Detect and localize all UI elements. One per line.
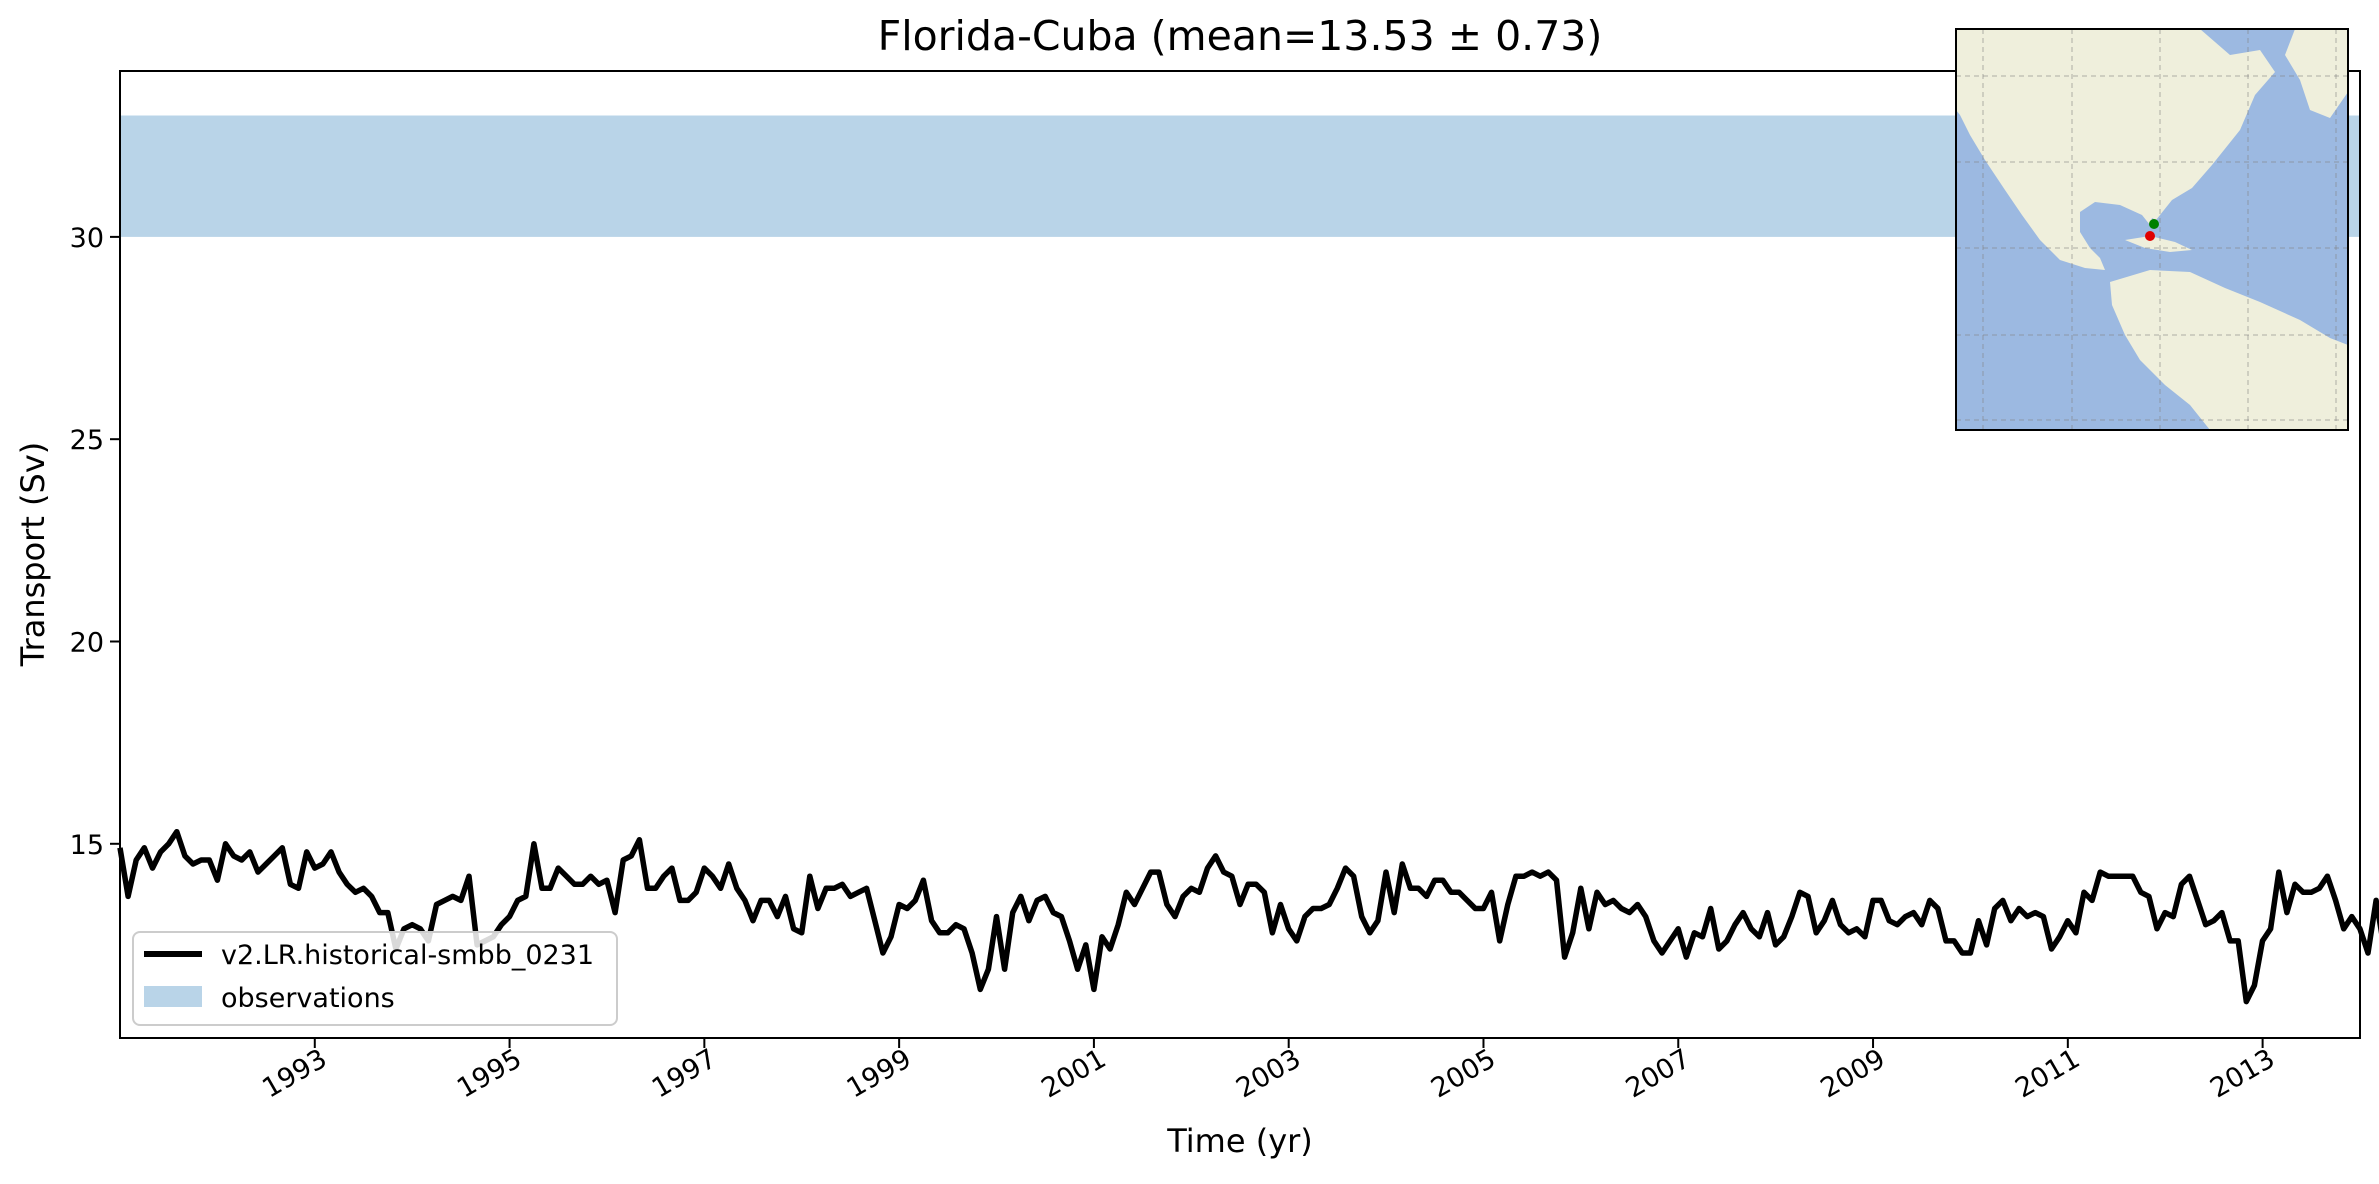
x-tick-label: 1993 — [257, 1043, 332, 1104]
y-tick-label: 15 — [70, 830, 104, 861]
series-line — [117, 828, 2379, 1005]
x-tick-label: 1995 — [452, 1043, 527, 1104]
legend-band-swatch — [144, 986, 202, 1007]
x-tick-label: 2013 — [2205, 1043, 2280, 1104]
x-tick-label: 2011 — [2010, 1043, 2085, 1104]
x-axis-label: Time (yr) — [1166, 1122, 1313, 1160]
x-tick-label: 2003 — [1231, 1043, 1306, 1104]
chart-title: Florida-Cuba (mean=13.53 ± 0.73) — [878, 12, 1603, 60]
legend-band-label: observations — [221, 983, 395, 1014]
greenland-land — [2285, 29, 2348, 118]
y-tick-label: 30 — [70, 223, 104, 254]
x-tick-label: 2009 — [1816, 1043, 1891, 1104]
x-tick-label: 2005 — [1426, 1043, 1501, 1104]
series-line-layer — [117, 828, 2379, 1005]
legend: v2.LR.historical-smbb_0231 observations — [132, 931, 618, 1026]
x-axis-ticks: 1993 1995 1997 1999 2001 2003 2005 2007 2009 2011… — [257, 1038, 2280, 1104]
x-tick-label: 2007 — [1621, 1043, 1696, 1104]
axes-frame — [119, 70, 2361, 1039]
north-america-land — [1956, 29, 2275, 270]
south-america-land — [2110, 270, 2348, 430]
legend-frame — [132, 931, 618, 1026]
y-axis-ticks: 15 20 25 30 — [70, 223, 120, 861]
legend-line-label: v2.LR.historical-smbb_0231 — [221, 940, 594, 971]
y-axis-label: Transport (Sv) — [14, 442, 52, 668]
map-graticule — [1956, 29, 2348, 430]
y-tick-label: 25 — [70, 425, 104, 456]
y-tick-label: 20 — [70, 627, 104, 658]
inset-map — [1955, 28, 2349, 431]
x-tick-label: 1997 — [647, 1043, 722, 1104]
x-tick-label: 2001 — [1036, 1043, 1111, 1104]
x-tick-label: 1999 — [842, 1043, 917, 1104]
section-start-marker — [2149, 219, 2159, 229]
section-end-marker — [2145, 231, 2155, 241]
inset-map-frame — [1955, 28, 2349, 431]
